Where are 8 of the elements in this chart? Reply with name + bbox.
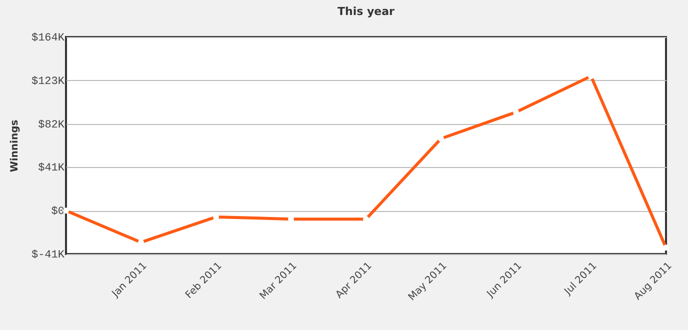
chart-title: This year <box>338 5 396 18</box>
y-tick-label: $-41K <box>31 250 65 262</box>
y-tick-label: $123K <box>31 76 65 88</box>
y-tick-label: $0 <box>51 206 64 218</box>
y-tick-label: $41K <box>38 162 65 175</box>
y-tick-label: $82K <box>38 119 65 132</box>
y-tick-label: $164K <box>31 32 65 44</box>
y-axis-title: Winnings <box>9 120 20 172</box>
